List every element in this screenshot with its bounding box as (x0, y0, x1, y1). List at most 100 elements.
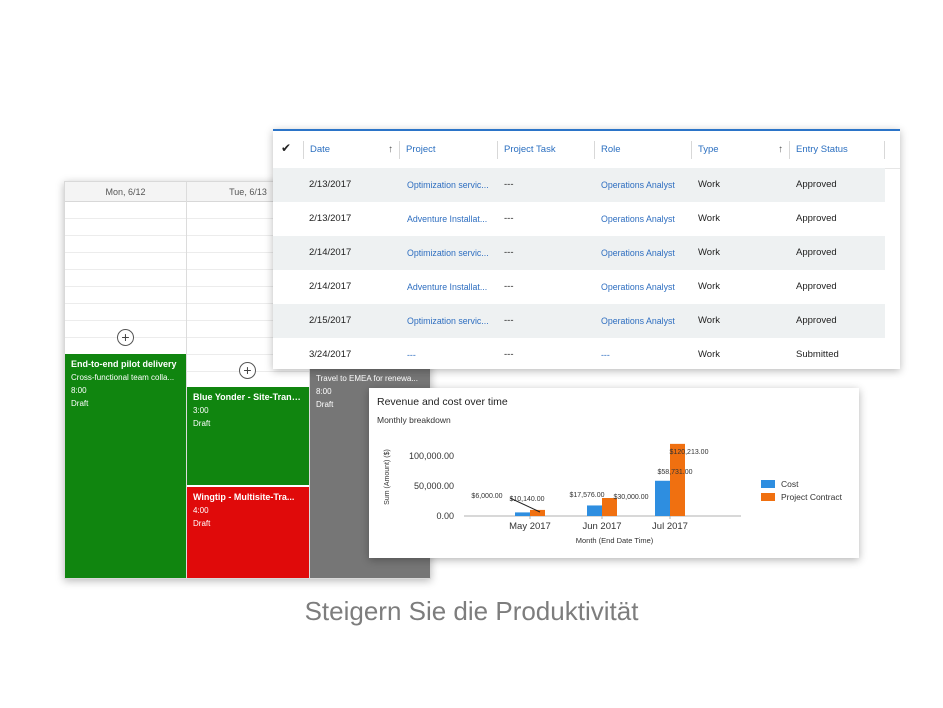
cell-project[interactable]: Optimization servic... (407, 180, 489, 190)
cell-project[interactable]: Adventure Installat... (407, 214, 488, 224)
y-axis-title: Sum (Amount) ($) (384, 449, 391, 505)
legend-swatch (761, 493, 775, 501)
table-row[interactable]: 2/13/2017 Adventure Installat... --- Operat… (273, 202, 885, 236)
cell-date: 3/24/2017 (309, 349, 352, 360)
cell-role[interactable]: Operations Analyst (601, 180, 675, 190)
revenue-cost-chart-card: Revenue and cost over time Monthly break… (369, 388, 859, 558)
plus-icon: + (243, 362, 252, 378)
cell-project[interactable]: Adventure Installat... (407, 282, 488, 292)
data-label-leader-line (509, 497, 541, 513)
event-status: Draft (71, 399, 89, 408)
cell-status: Submitted (796, 349, 839, 360)
chart-subtitle: Monthly breakdown (377, 415, 451, 425)
x-tick-label: Jul 2017 (652, 521, 688, 532)
bar-project-contract (530, 509, 545, 516)
calendar-day-column-tue: Tue, 6/13 + Blue Yonder - Site-Trans... … (187, 182, 310, 578)
column-header-project-task[interactable]: Project Task (497, 141, 594, 159)
cell-project[interactable]: Optimization servic... (407, 316, 489, 326)
cell-date: 2/14/2017 (309, 247, 352, 258)
event-title: Wingtip - Multisite-Tra... (193, 492, 295, 502)
cell-status: Approved (796, 315, 837, 326)
bar-project-contract (602, 498, 617, 516)
sort-ascending-icon: ↑ (388, 144, 393, 155)
cell-type: Work (698, 315, 720, 326)
column-header-date[interactable]: Date ↑ (303, 141, 399, 159)
event-title: End-to-end pilot delivery (71, 359, 177, 369)
cell-project[interactable]: --- (407, 350, 416, 360)
cell-type: Work (698, 179, 720, 190)
legend-item-project-contract: Project Contract (761, 492, 842, 502)
table-row[interactable]: 3/24/2017 --- --- --- Work Submitted (273, 338, 885, 369)
add-entry-button[interactable]: + (239, 362, 256, 379)
calendar-event[interactable]: Blue Yonder - Site-Trans... 3:00 Draft (187, 387, 309, 485)
cell-status: Approved (796, 247, 837, 258)
cell-date: 2/13/2017 (309, 179, 352, 190)
sort-ascending-icon: ↑ (778, 144, 783, 155)
data-label: $17,576.00 (569, 492, 604, 499)
event-hours: 8:00 (71, 386, 87, 395)
cell-status: Approved (796, 213, 837, 224)
data-label: $30,000.00 (613, 494, 648, 501)
cell-date: 2/15/2017 (309, 315, 352, 326)
bar-cost (587, 505, 602, 516)
legend-swatch (761, 480, 775, 488)
cell-role[interactable]: --- (601, 350, 610, 360)
cell-role[interactable]: Operations Analyst (601, 214, 675, 224)
event-status: Draft (193, 519, 211, 528)
column-header-entry-status[interactable]: Entry Status (789, 141, 885, 159)
cell-type: Work (698, 247, 720, 258)
cell-project[interactable]: Optimization servic... (407, 248, 489, 258)
table-row[interactable]: 2/15/2017 Optimization servic... --- Operat… (273, 304, 885, 338)
event-description: Cross-functional team colla... (71, 373, 175, 382)
event-hours: 4:00 (193, 506, 209, 515)
y-tick-label: 0.00 (436, 511, 454, 521)
cell-type: Work (698, 213, 720, 224)
cell-role[interactable]: Operations Analyst (601, 282, 675, 292)
event-description: Travel to EMEA for renewa... (316, 374, 418, 383)
select-all-checkmark-icon[interactable]: ✔ (281, 141, 292, 155)
cell-type: Work (698, 349, 720, 360)
grid-header: ✔ Date ↑ Project Project Task Role Type ↑ … (273, 131, 900, 169)
column-header-type[interactable]: Type ↑ (691, 141, 789, 159)
add-entry-button[interactable]: + (117, 329, 134, 346)
data-label: $10,140.00 (509, 496, 544, 503)
table-row[interactable]: 2/13/2017 Optimization servic... --- Operat… (273, 168, 885, 202)
calendar-day-column-mon: Mon, 6/12 + End-to-end pilot delivery Cr… (65, 182, 187, 578)
cell-role[interactable]: Operations Analyst (601, 248, 675, 258)
bar-chart: Sum (Amount) ($) 0.00 50,000.00 100,000.00 M… (384, 443, 741, 545)
calendar-event[interactable]: End-to-end pilot delivery Cross-function… (65, 354, 186, 578)
bar-project-contract (670, 443, 685, 516)
data-label: $58,731.00 (657, 469, 692, 476)
y-tick-label: 100,000.00 (409, 451, 454, 461)
cell-task: --- (504, 349, 514, 360)
cell-task: --- (504, 179, 514, 190)
bar-cost (515, 512, 530, 516)
event-hours: 3:00 (193, 406, 209, 415)
x-axis-title: Month (End Date Time) (576, 536, 654, 545)
cell-task: --- (504, 247, 514, 258)
data-label: $6,000.00 (471, 493, 502, 500)
x-tick-label: Jun 2017 (582, 521, 621, 532)
cell-type: Work (698, 281, 720, 292)
table-row[interactable]: 2/14/2017 Optimization servic... --- Operat… (273, 236, 885, 270)
chart-title: Revenue and cost over time (377, 396, 508, 408)
cell-status: Approved (796, 179, 837, 190)
bar-cost (655, 480, 670, 516)
cell-task: --- (504, 213, 514, 224)
calendar-event[interactable]: Wingtip - Multisite-Tra... 4:00 Draft (187, 487, 309, 578)
calendar-day-header: Mon, 6/12 (65, 182, 186, 202)
cell-role[interactable]: Operations Analyst (601, 316, 675, 326)
column-header-project[interactable]: Project (399, 141, 497, 159)
legend-item-cost: Cost (761, 479, 798, 489)
cell-status: Approved (796, 281, 837, 292)
column-header-role[interactable]: Role (594, 141, 691, 159)
x-tick-label: May 2017 (509, 521, 551, 532)
cell-task: --- (504, 281, 514, 292)
time-entries-grid: ✔ Date ↑ Project Project Task Role Type ↑ … (273, 129, 900, 369)
event-title: Blue Yonder - Site-Trans... (193, 392, 303, 402)
data-label: $120,213.00 (670, 449, 709, 456)
table-row[interactable]: 2/14/2017 Adventure Installat... --- Operat… (273, 270, 885, 304)
y-tick-label: 50,000.00 (414, 481, 454, 491)
cell-task: --- (504, 315, 514, 326)
